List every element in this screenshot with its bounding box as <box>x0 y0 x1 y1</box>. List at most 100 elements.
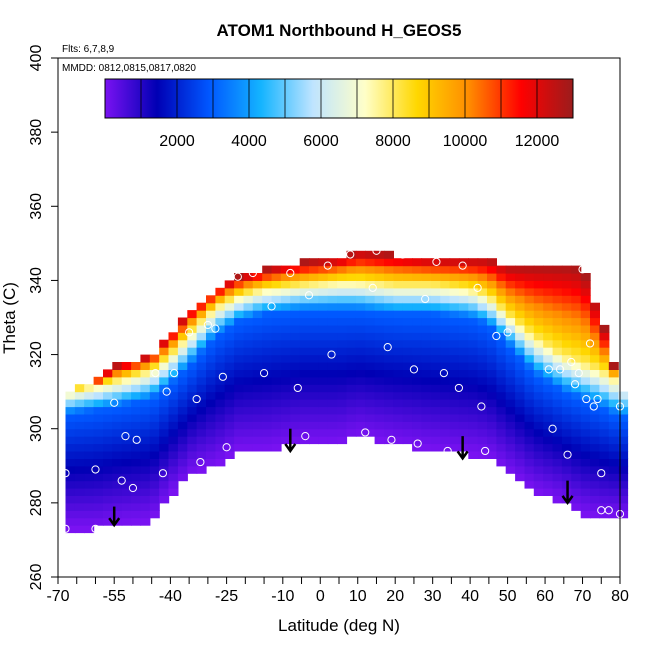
heatmap-cell <box>543 399 554 408</box>
heatmap-cell <box>327 406 338 415</box>
heatmap-cell <box>149 451 160 459</box>
heatmap-cell <box>234 295 245 304</box>
heatmap-cell <box>421 347 432 356</box>
heatmap-cell <box>159 443 170 452</box>
heatmap-cell <box>505 443 516 452</box>
heatmap-cell <box>449 324 460 333</box>
heatmap-cell <box>337 413 348 422</box>
heatmap-cell <box>533 399 544 408</box>
heatmap-cell <box>65 495 76 504</box>
heatmap-cell <box>159 458 170 467</box>
heatmap-cell <box>243 324 254 333</box>
heatmap-cell <box>421 369 432 378</box>
heatmap-cell <box>402 391 413 400</box>
heatmap-cell <box>580 280 591 289</box>
heatmap-cell <box>327 391 338 400</box>
heatmap-cell <box>412 391 423 400</box>
heatmap-cell <box>309 273 319 281</box>
heatmap-cell <box>468 428 479 437</box>
heatmap-cell <box>571 502 582 511</box>
heatmap-cell <box>496 406 507 415</box>
x-tick-label: 40 <box>461 588 479 605</box>
heatmap-cell <box>65 488 76 496</box>
heatmap-cell <box>159 362 170 370</box>
heatmap-cell <box>496 287 507 296</box>
heatmap-cell <box>290 376 301 385</box>
heatmap-cell <box>206 421 216 430</box>
heatmap-cell <box>262 339 273 348</box>
heatmap-cell <box>449 384 460 393</box>
heatmap-cell <box>524 354 535 363</box>
heatmap-cell <box>327 421 338 430</box>
heatmap-cell <box>580 362 591 370</box>
heatmap-cell <box>234 413 245 422</box>
heatmap-cell <box>365 302 376 311</box>
heatmap-cell <box>580 473 591 482</box>
heatmap-cell <box>384 369 394 378</box>
heatmap-cell <box>477 362 488 370</box>
heatmap-cell <box>533 451 544 459</box>
heatmap-cell <box>224 413 235 422</box>
heatmap-cell <box>234 310 245 319</box>
heatmap-cell <box>140 413 151 422</box>
heatmap-cell <box>440 428 451 437</box>
heatmap-cell <box>93 406 104 415</box>
heatmap-cell <box>449 339 460 348</box>
heatmap-cell <box>543 354 554 363</box>
x-tick-label: 20 <box>386 588 404 605</box>
heatmap-cell <box>168 384 179 393</box>
observation-point <box>372 246 381 255</box>
heatmap-cell <box>440 376 451 385</box>
heatmap-cell <box>487 265 497 274</box>
heatmap-cell <box>318 339 329 348</box>
heatmap-cell <box>299 384 310 393</box>
heatmap-cell <box>412 354 423 363</box>
heatmap-cell <box>477 391 488 400</box>
heatmap-cell <box>271 280 282 289</box>
heatmap-cell <box>243 421 254 430</box>
heatmap-cell <box>309 265 319 274</box>
heatmap-cell <box>112 362 123 370</box>
heatmap-cell <box>215 339 226 348</box>
heatmap-cell <box>552 488 563 496</box>
heatmap-cell <box>590 495 600 504</box>
heatmap-cell <box>355 310 366 319</box>
heatmap-cell <box>393 413 404 422</box>
heatmap-cell <box>505 406 516 415</box>
heatmap-cell <box>543 443 554 452</box>
heatmap-cell <box>608 391 619 400</box>
heatmap-cell <box>215 376 226 385</box>
heatmap-cell <box>458 354 469 363</box>
heatmap-cell <box>543 280 554 289</box>
heatmap-cell <box>280 332 291 341</box>
observation-point <box>158 469 168 478</box>
heatmap-cell <box>224 451 235 459</box>
heatmap-cell <box>65 421 76 430</box>
heatmap-cell <box>393 258 404 267</box>
heatmap-cell <box>177 473 188 482</box>
heatmap-cell <box>524 369 535 378</box>
heatmap-cell <box>468 451 479 459</box>
heatmap-cell <box>74 451 85 459</box>
heatmap-cell <box>140 421 151 430</box>
heatmap-cell <box>561 451 572 459</box>
heatmap-cell <box>590 436 600 445</box>
heatmap-cell <box>299 273 310 281</box>
heatmap-cell <box>402 406 413 415</box>
heatmap-cell <box>299 265 310 274</box>
heatmap-cell <box>468 324 479 333</box>
heatmap-cell <box>384 273 394 281</box>
heatmap-cell <box>177 428 188 437</box>
heatmap-cell <box>430 362 441 370</box>
observation-point <box>548 424 557 433</box>
heatmap-cell <box>430 347 441 356</box>
heatmap-cell <box>487 406 497 415</box>
heatmap-cell <box>65 510 76 519</box>
heatmap-cell <box>187 428 198 437</box>
observation-point <box>585 339 595 348</box>
heatmap-cell <box>252 436 263 445</box>
heatmap-cell <box>374 310 385 319</box>
heatmap-cell <box>262 354 273 363</box>
heatmap-cell <box>177 413 188 422</box>
